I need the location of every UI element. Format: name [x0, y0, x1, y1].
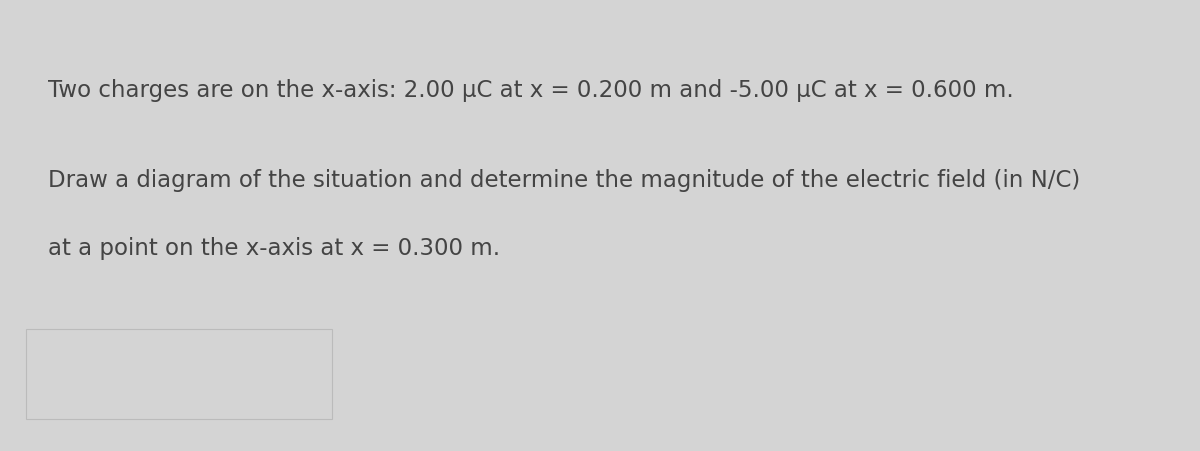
Text: at a point on the x-axis at x = 0.300 m.: at a point on the x-axis at x = 0.300 m.: [48, 237, 500, 259]
Text: Draw a diagram of the situation and determine the magnitude of the electric fiel: Draw a diagram of the situation and dete…: [48, 169, 1080, 192]
Text: Two charges are on the x-axis: 2.00 μC at x = 0.200 m and -5.00 μC at x = 0.600 : Two charges are on the x-axis: 2.00 μC a…: [48, 79, 1014, 101]
